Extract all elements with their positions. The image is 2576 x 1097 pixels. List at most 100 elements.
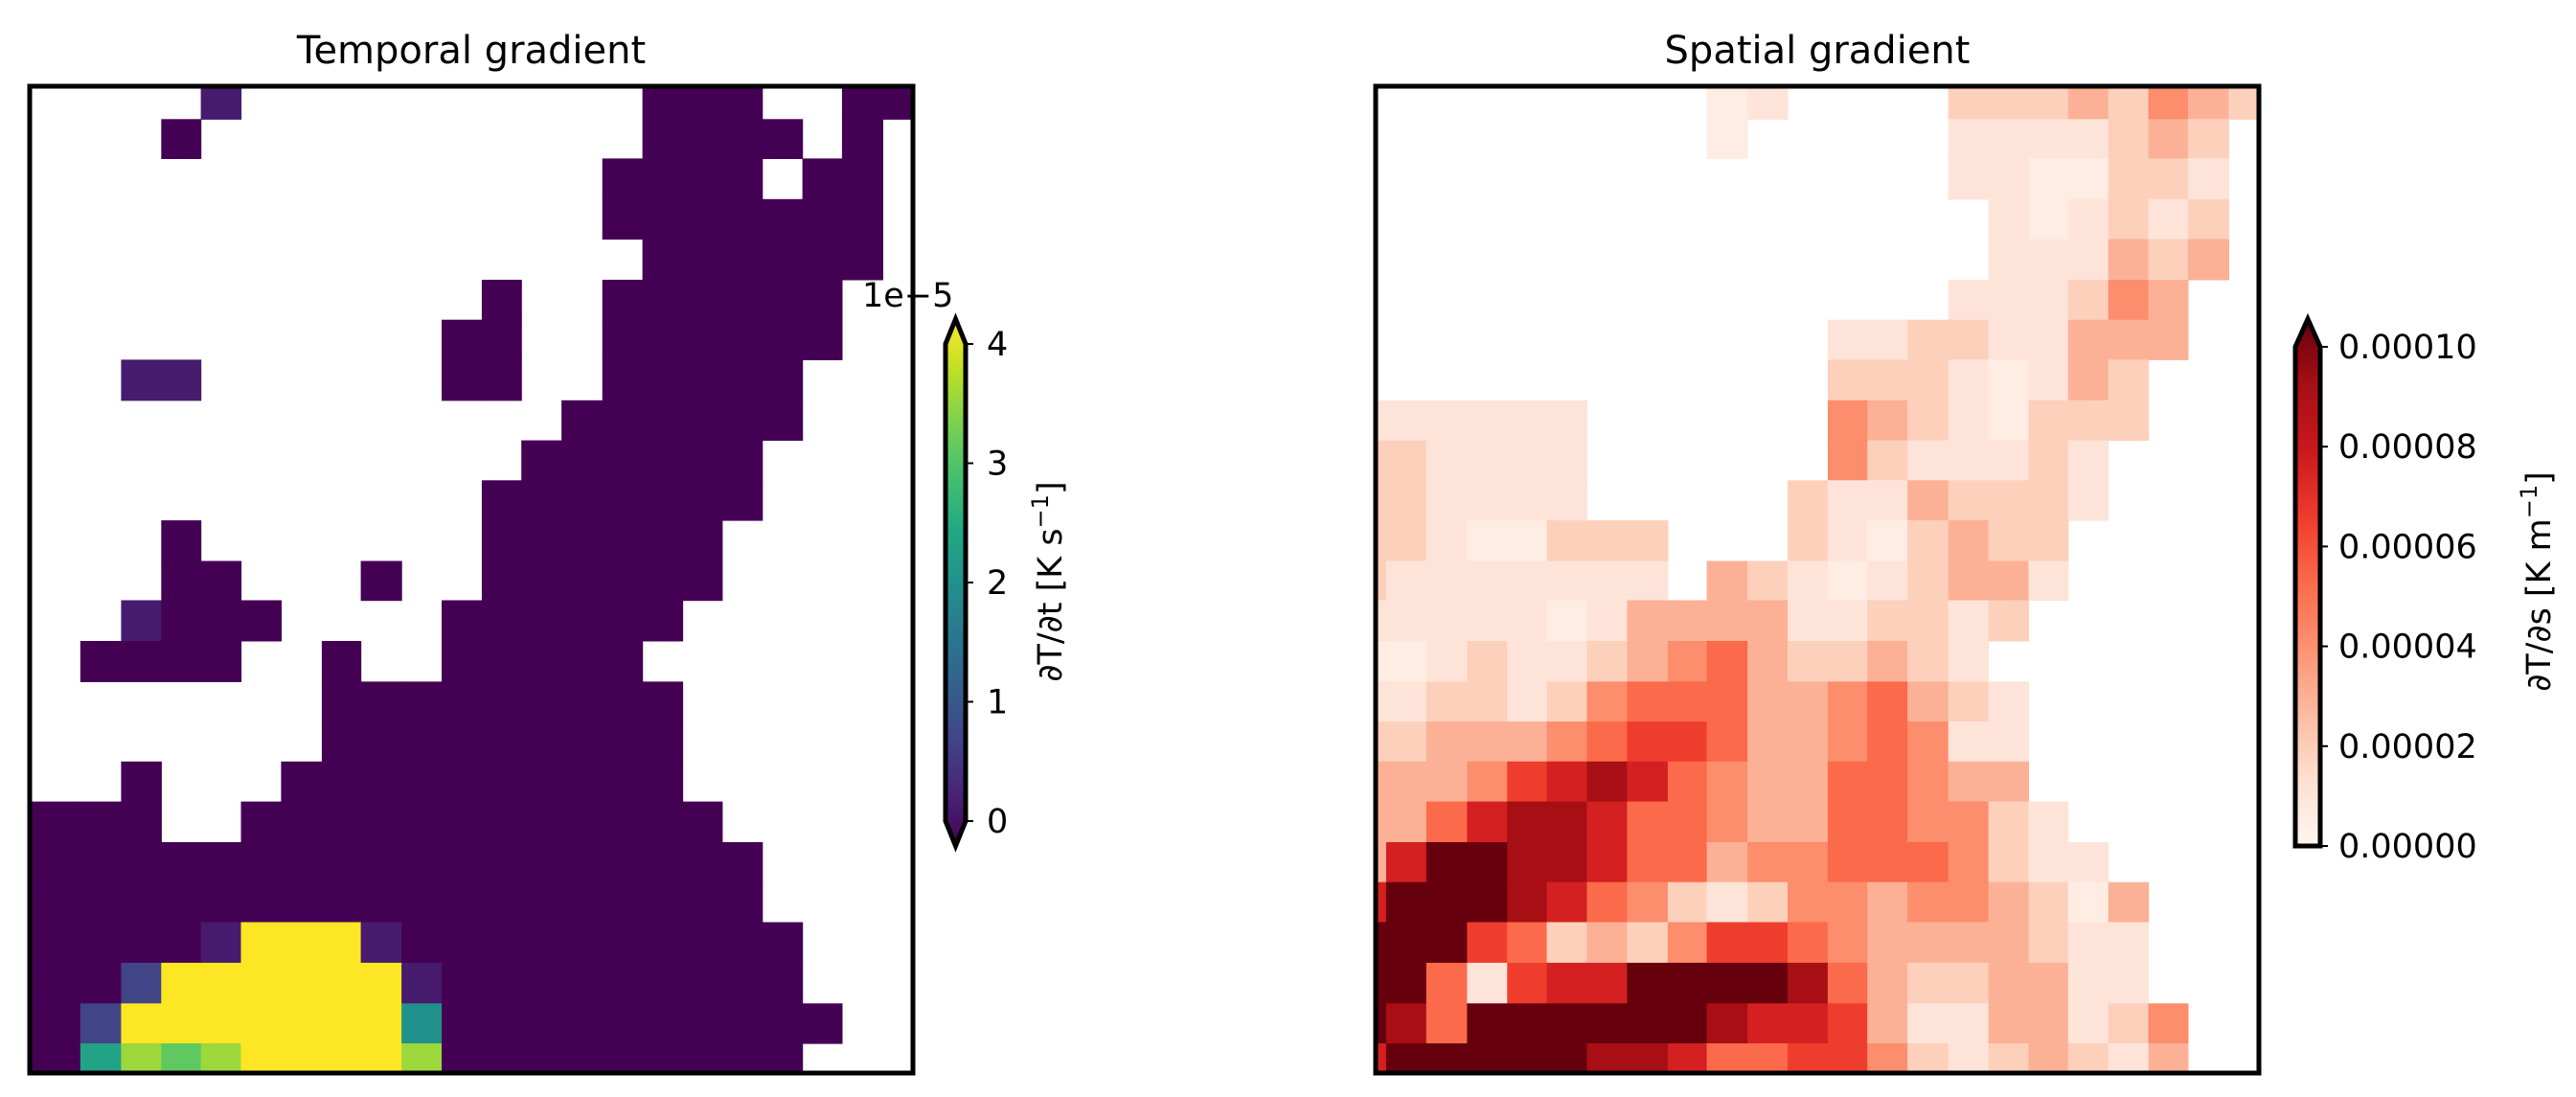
heatmap-cell <box>1988 1003 2030 1044</box>
heatmap-cell <box>1747 962 1789 1004</box>
heatmap-cell <box>2108 359 2150 401</box>
heatmap-cell <box>1667 641 1708 682</box>
heatmap-cell <box>602 198 644 240</box>
heatmap-cell <box>121 962 162 1004</box>
heatmap-cell <box>802 280 843 321</box>
heatmap-cell <box>2187 158 2229 200</box>
heatmap-cell <box>521 560 562 602</box>
heatmap-cell <box>1948 842 1990 883</box>
heatmap-cell <box>1948 480 1990 521</box>
heatmap-cell <box>240 801 282 843</box>
heatmap-cell <box>30 1003 81 1044</box>
heatmap-cell <box>1706 86 1748 120</box>
heatmap-cell <box>321 922 362 964</box>
heatmap-cell <box>642 400 684 442</box>
temporal-gradient-axes-frame <box>27 83 916 1076</box>
heatmap-cell <box>1385 1003 1427 1044</box>
heatmap-cell <box>1988 239 2030 281</box>
heatmap-cell <box>1827 440 1868 481</box>
heatmap-cell <box>1907 641 1949 682</box>
heatmap-cell <box>682 359 723 401</box>
heatmap-cell <box>80 922 122 964</box>
heatmap-cell <box>1988 440 2030 481</box>
heatmap-cell <box>360 1003 402 1044</box>
heatmap-cell <box>721 962 764 1004</box>
heatmap-cell <box>1376 560 1387 602</box>
heatmap-cell <box>1988 198 2030 240</box>
heatmap-cell <box>802 239 843 281</box>
heatmap-cell <box>2108 400 2150 442</box>
heatmap-cell <box>2028 801 2069 843</box>
heatmap-cell <box>682 922 723 964</box>
heatmap-cell <box>121 922 162 964</box>
temporal-gradient-heatmap <box>30 86 914 1074</box>
heatmap-cell <box>442 681 483 722</box>
heatmap-cell <box>1867 400 1908 442</box>
heatmap-cell <box>2028 86 2069 120</box>
heatmap-cell <box>1546 1043 1588 1074</box>
heatmap-cell <box>200 86 242 120</box>
heatmap-cell <box>1546 480 1588 521</box>
heatmap-cell <box>602 158 644 200</box>
heatmap-cell <box>2187 198 2229 240</box>
heatmap-cell <box>1747 560 1789 602</box>
heatmap-cell <box>1788 560 1829 602</box>
heatmap-cell <box>2028 198 2069 240</box>
heatmap-cell <box>1907 400 1949 442</box>
heatmap-cell <box>1467 560 1508 602</box>
heatmap-cell <box>401 721 443 763</box>
heatmap-cell <box>1586 881 1628 923</box>
heatmap-cell <box>1867 560 1908 602</box>
heatmap-cell <box>161 600 202 642</box>
heatmap-cell <box>401 881 443 923</box>
heatmap-cell <box>1546 842 1588 883</box>
heatmap-cell <box>841 198 883 240</box>
heatmap-cell <box>1385 881 1427 923</box>
heatmap-cell <box>1788 1003 1829 1044</box>
heatmap-cell <box>1747 600 1789 642</box>
heatmap-cell <box>1907 520 1949 562</box>
heatmap-cell <box>1376 600 1387 642</box>
heatmap-cell <box>161 881 202 923</box>
heatmap-cell <box>2067 280 2109 321</box>
heatmap-cell <box>521 761 562 803</box>
heatmap-cell <box>561 801 604 843</box>
heatmap-cell <box>161 1003 202 1044</box>
colorbar-tick-label: 4 <box>987 326 1008 364</box>
heatmap-cell <box>1948 520 1990 562</box>
heatmap-cell <box>80 1003 122 1044</box>
heatmap-cell <box>1385 922 1427 964</box>
heatmap-cell <box>721 280 764 321</box>
heatmap-cell <box>1788 881 1829 923</box>
heatmap-cell <box>321 761 362 803</box>
heatmap-cell <box>2028 119 2069 159</box>
heatmap-cell <box>762 319 804 360</box>
heatmap-cell <box>1907 962 1949 1004</box>
heatmap-cell <box>1827 1043 1868 1074</box>
heatmap-cell <box>602 761 644 803</box>
heatmap-cell <box>642 681 684 722</box>
heatmap-cell <box>1988 681 2030 722</box>
heatmap-cell <box>1867 881 1908 923</box>
heatmap-cell <box>1747 1043 1789 1074</box>
heatmap-cell <box>2067 319 2109 360</box>
heatmap-cell <box>561 922 604 964</box>
heatmap-cell <box>1867 962 1908 1004</box>
heatmap-cell <box>1385 721 1427 763</box>
temporal-colorbar-ticks: 0 1 2 3 4 <box>966 326 1008 841</box>
heatmap-cell <box>1507 480 1548 521</box>
heatmap-cell <box>2187 239 2229 281</box>
heatmap-cell <box>1507 600 1548 642</box>
heatmap-cell <box>682 280 723 321</box>
heatmap-cell <box>1907 842 1949 883</box>
heatmap-cell <box>281 922 323 964</box>
heatmap-cell <box>1546 681 1588 722</box>
heatmap-cell <box>561 681 604 722</box>
heatmap-cell <box>401 761 443 803</box>
heatmap-cell <box>1425 801 1468 843</box>
heatmap-cell <box>1627 801 1669 843</box>
temporal-gradient-panel: Temporal gradient 1e−5 0 1 2 3 4 ∂T/∂t [K s−… <box>27 29 1070 1076</box>
heatmap-cell <box>200 842 242 883</box>
heatmap-cell <box>1988 520 2030 562</box>
heatmap-cell <box>682 198 723 240</box>
